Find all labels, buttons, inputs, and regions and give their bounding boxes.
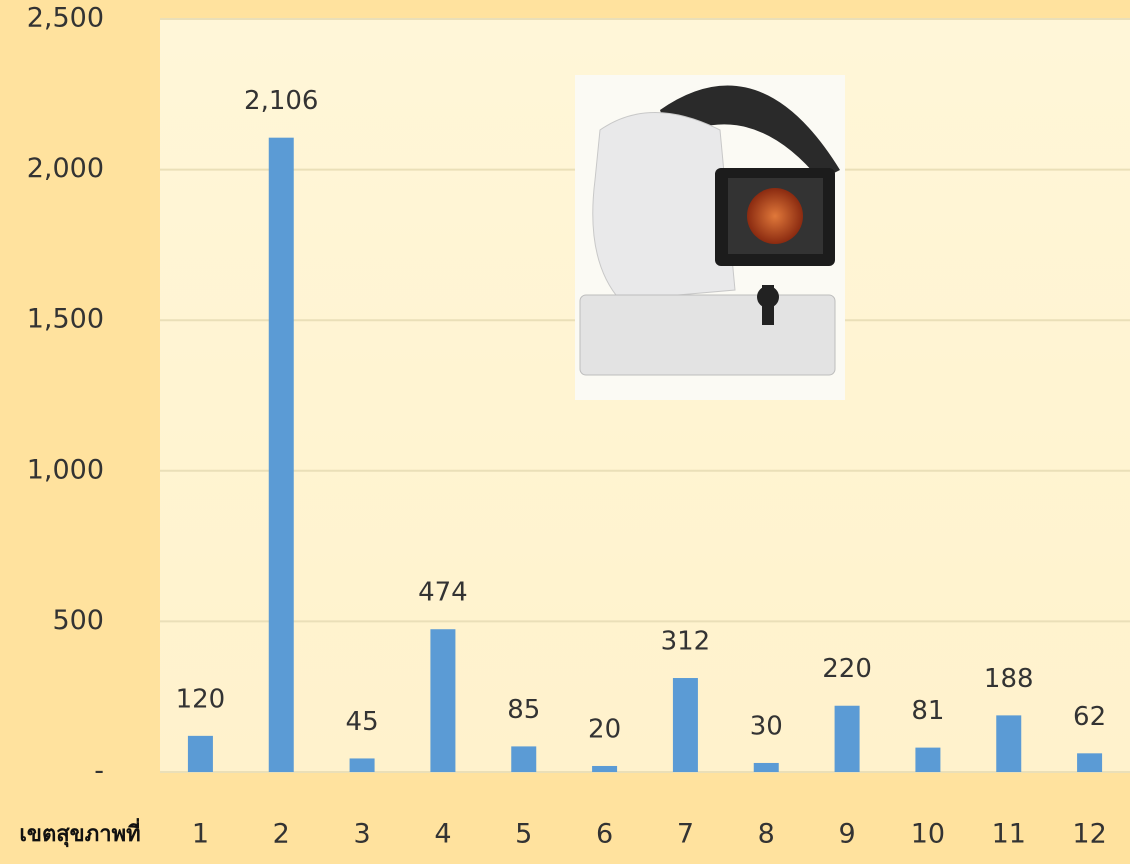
bar [915, 748, 940, 772]
data-label: 474 [418, 578, 468, 608]
data-label: 312 [661, 627, 711, 657]
data-label: 85 [507, 695, 540, 725]
bar [430, 629, 455, 772]
data-label: 81 [911, 696, 944, 726]
x-tick-label: 6 [596, 819, 613, 850]
y-tick-label: 1,000 [27, 454, 104, 485]
data-label: 20 [588, 714, 621, 744]
bar [835, 706, 860, 772]
x-tick-label: 10 [911, 819, 945, 850]
bar [269, 138, 294, 772]
device-base [580, 295, 835, 375]
y-tick-label: 2,500 [27, 3, 104, 34]
y-tick-label: 2,000 [27, 153, 104, 184]
bar [350, 758, 375, 772]
bar [673, 678, 698, 772]
device-body [593, 113, 735, 301]
x-tick-label: 9 [838, 819, 855, 850]
bar [188, 736, 213, 772]
data-label: 2,106 [244, 86, 318, 116]
device-knob [757, 286, 779, 308]
bar [754, 763, 779, 772]
x-tick-label: 5 [515, 819, 532, 850]
x-tick-label: 1 [192, 819, 209, 850]
data-label: 220 [822, 654, 872, 684]
device-illustration [575, 75, 845, 400]
x-axis-title: เขตสุขภาพที่ [19, 817, 140, 848]
data-label: 120 [176, 684, 226, 714]
data-label: 45 [346, 707, 379, 737]
data-label: 62 [1073, 702, 1106, 732]
x-tick-label: 11 [992, 819, 1026, 850]
x-tick-label: 12 [1072, 819, 1106, 850]
bar [1077, 753, 1102, 772]
bar [511, 746, 536, 772]
device-fundus [747, 188, 803, 244]
x-tick-label: 3 [353, 819, 370, 850]
chart: เขตสุขภาพที่ -5001,0001,5002,0002,500112… [0, 0, 1130, 864]
x-tick-label: 8 [758, 819, 775, 850]
data-label: 30 [750, 711, 783, 741]
bar [996, 715, 1021, 772]
bar [592, 766, 617, 772]
y-tick-label: 1,500 [27, 304, 104, 335]
x-tick-label: 2 [273, 819, 290, 850]
x-tick-label: 7 [677, 819, 694, 850]
x-tick-label: 4 [434, 819, 451, 850]
y-tick-label: - [94, 756, 104, 787]
y-tick-label: 500 [52, 605, 104, 636]
data-label: 188 [984, 664, 1034, 694]
